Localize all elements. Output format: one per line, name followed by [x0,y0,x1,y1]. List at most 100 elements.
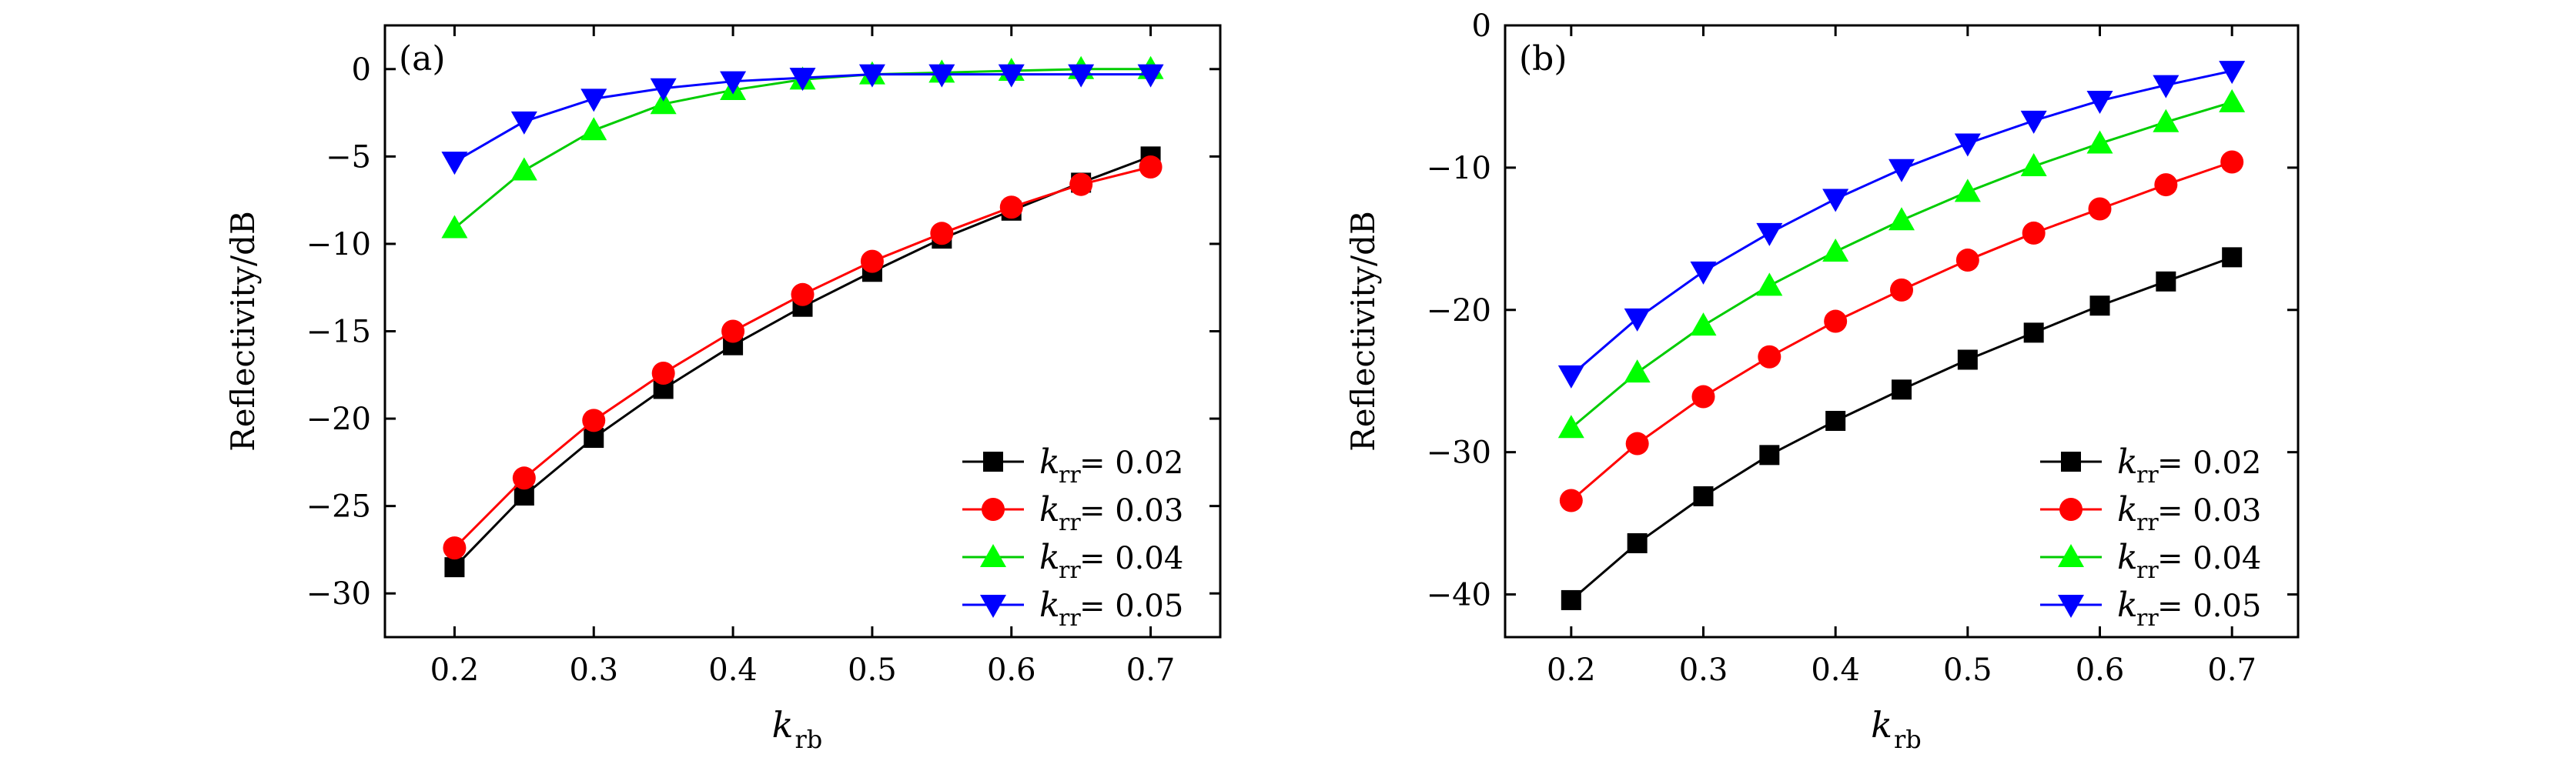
legend-marker [980,595,1006,618]
panel-a: 0.2 0.3 0.4 0.5 0.6 0.7 0 −5 −10 −15 −20 −25 −30 Refl… [224,24,1222,754]
panel-label: (a) [399,39,446,78]
data-point [998,64,1025,88]
legend-item: krr = 0.04 [962,538,1183,584]
y-tick-label: −25 [306,489,371,525]
legend-label-val: = 0.05 [1079,589,1183,624]
legend-label-sub: rr [2136,509,2159,536]
legend-item: krr = 0.02 [2040,442,2261,489]
x-tick-label: 0.4 [1811,653,1860,688]
series-line [453,68,1151,229]
legend-label-var: k [1039,490,1060,529]
data-point [444,557,465,578]
legend-label-var: k [2117,586,2138,625]
series-triangle-down [441,64,1164,175]
data-point [1561,589,1581,610]
data-point [2153,75,2180,98]
data-point [1892,379,1912,400]
x-axis-label: k rb [772,704,823,754]
legend-item: krr = 0.05 [962,586,1183,632]
data-point [1825,410,1846,431]
legend-marker [2061,452,2081,472]
data-point [2220,150,2244,174]
data-point [1690,312,1717,336]
data-point [1557,415,1584,439]
legend-item: krr = 0.05 [2040,586,2261,632]
data-point [720,71,747,95]
data-point [1954,179,1981,202]
legend-item: krr = 0.02 [962,442,1183,489]
data-point [2222,247,2243,268]
legend-label-val: = 0.02 [2157,446,2261,481]
data-point [2022,221,2046,245]
data-point [928,64,955,88]
series-line [1570,101,2233,429]
legend-marker [2058,544,2084,567]
y-tick-label: −20 [306,402,371,437]
legend-label-val: = 0.03 [2157,493,2261,529]
data-point [2219,61,2246,85]
data-point [1690,261,1717,285]
legend-label-sub: rr [1059,462,1081,489]
data-point [1756,222,1783,246]
y-tick-label: 0 [352,52,371,88]
data-point [441,215,468,239]
data-point [2219,88,2246,112]
x-tick-label: 0.5 [848,653,897,688]
y-tick-label: −30 [1427,436,1491,471]
legend-label-val: = 0.04 [2157,541,2261,576]
legend-item: krr = 0.04 [2040,538,2261,584]
x-axis-label-var: k [1871,704,1892,746]
data-point [1559,489,1583,512]
data-point [651,362,675,386]
data-point [1625,432,1649,456]
data-point [1889,159,1915,182]
series-square [1561,247,2243,610]
legend-label-var: k [2117,538,2138,577]
data-point [1954,133,1981,157]
x-tick-label: 0.5 [1943,653,1992,688]
data-point [1890,278,1913,302]
x-tick-label: 0.2 [1547,653,1596,688]
legend-marker [2059,498,2083,521]
data-point [1822,238,1849,262]
data-point [2156,271,2176,292]
data-point [2089,295,2110,316]
legend-label-sub: rr [1059,605,1081,632]
legend-label-var: k [1039,442,1060,482]
data-point [930,222,954,245]
data-point [1627,532,1648,553]
y-axis-label: Reflectivity/dB [1344,211,1382,452]
legend-label-sub: rr [2136,605,2159,632]
series-triangle-up [1557,88,2246,439]
legend-item: krr = 0.03 [2040,490,2261,536]
data-point [858,64,885,88]
data-point [1557,365,1584,389]
plot-frame [1504,24,2300,639]
legend-label-val: = 0.03 [1079,493,1183,529]
legend-label-var: k [1039,586,1060,625]
y-tick-label: −15 [306,315,371,350]
data-point [2020,153,2047,177]
data-point [441,152,468,175]
data-point [1822,189,1849,212]
data-point [999,195,1023,219]
data-point [1824,309,1848,333]
legend-label-sub: rr [1059,557,1081,584]
legend-marker [983,452,1003,472]
data-point [1756,272,1783,296]
data-point [1068,64,1095,88]
data-point [580,88,607,112]
y-tick-label: −30 [306,576,371,612]
series-circle [443,155,1163,560]
data-point [1137,64,1164,88]
data-point [1758,345,1781,369]
data-point [1139,155,1163,179]
legend-label-val: = 0.05 [2157,589,2261,624]
data-point [2088,197,2112,221]
data-point [443,536,467,560]
data-point [582,409,606,432]
y-axis-label: Reflectivity/dB [224,211,262,452]
